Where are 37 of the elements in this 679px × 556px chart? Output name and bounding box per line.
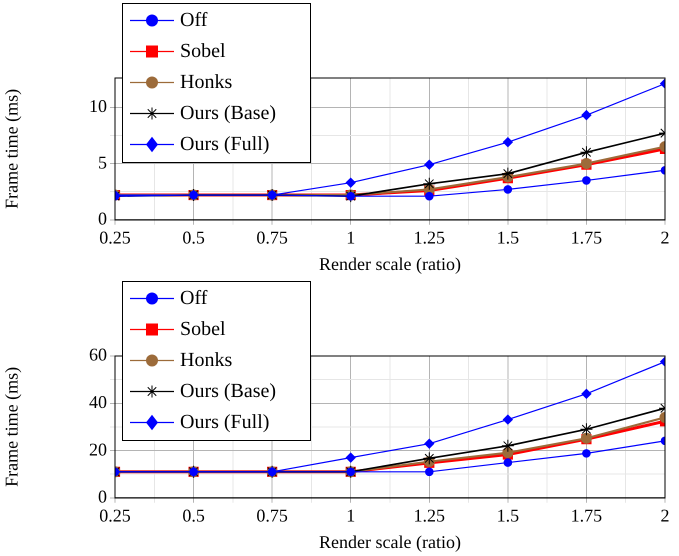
legend-label: Ours (Base) [180, 102, 276, 124]
legend-label: Honks [180, 70, 232, 93]
y-axis-title: Frame time (ms) [2, 366, 22, 487]
x-tick-label: 1.5 [496, 227, 520, 248]
legend-label: Sobel [180, 40, 226, 62]
x-tick-label: 1.25 [414, 505, 446, 526]
x-tick-label: 2 [660, 227, 670, 248]
x-tick-label: 1.75 [570, 505, 602, 526]
x-tick-label: 0.75 [256, 505, 288, 526]
x-tick-label: 0.5 [182, 227, 205, 248]
legend-label: Ours (Full) [180, 410, 270, 433]
legend-label: Off [180, 286, 208, 309]
legend-label: Ours (Full) [180, 132, 270, 155]
legend-label: Off [180, 8, 208, 31]
x-tick-label: 1.75 [570, 227, 602, 248]
legend-label: Honks [180, 348, 232, 371]
legend-label: Ours (Base) [180, 380, 276, 402]
y-tick-label: 40 [89, 392, 107, 412]
x-axis-title: Render scale (ratio) [319, 254, 461, 274]
x-tick-label: 1 [346, 227, 356, 248]
x-tick-label: 2 [660, 505, 670, 526]
y-tick-label: 60 [89, 344, 107, 365]
x-tick-label: 0.75 [256, 227, 288, 248]
y-tick-label: 0 [98, 208, 107, 229]
legend-label: Sobel [180, 318, 226, 340]
x-tick-label: 1.25 [414, 227, 446, 248]
y-tick-label: 10 [89, 96, 107, 116]
x-tick-label: 0.5 [182, 505, 205, 526]
x-tick-label: 1 [346, 505, 356, 526]
x-tick-label: 0.25 [99, 505, 131, 526]
y-tick-label: 5 [98, 152, 107, 172]
y-tick-label: 20 [89, 439, 107, 460]
y-axis-title: Frame time (ms) [2, 88, 22, 209]
x-tick-label: 1.5 [496, 505, 520, 526]
x-axis-title: Render scale (ratio) [319, 532, 461, 552]
y-tick-label: 0 [98, 486, 107, 507]
x-tick-label: 0.25 [99, 227, 131, 248]
